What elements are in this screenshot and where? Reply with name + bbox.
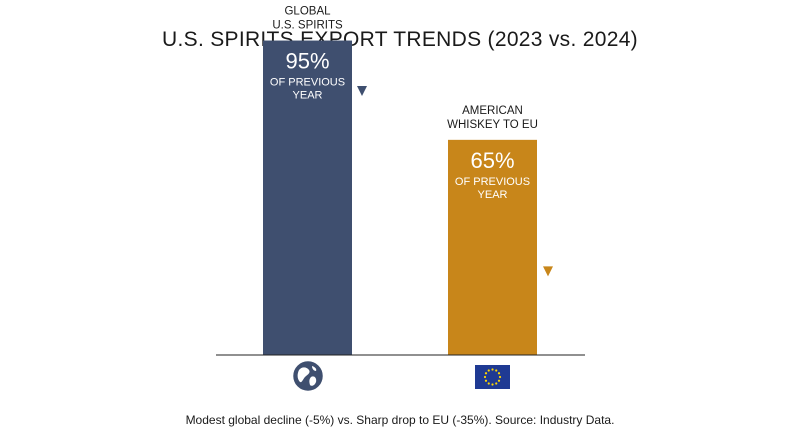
eu-star (491, 383, 494, 386)
bar-value-0: 95% (285, 49, 329, 74)
eu-star (484, 379, 488, 382)
bar-sub-0-1: YEAR (293, 90, 323, 102)
eu-flag-icon (475, 365, 510, 389)
eu-star (487, 369, 490, 372)
eu-star (497, 379, 501, 382)
bar-label-0-0: GLOBAL (284, 6, 331, 18)
eu-star (491, 368, 494, 371)
bar-label-1-0: AMERICAN (462, 105, 523, 117)
bar-sub-1-1: YEAR (478, 189, 508, 201)
decline-arrow-head-1 (543, 266, 553, 277)
eu-star (484, 372, 488, 375)
eu-star (495, 382, 498, 385)
bar-sub-0-0: OF PREVIOUS (270, 77, 345, 89)
bar-0 (263, 40, 352, 356)
bar-label-1-1: WHISKEY TO EU (447, 119, 538, 131)
eu-star (497, 372, 501, 375)
eu-star (483, 375, 487, 379)
eu-star (487, 382, 490, 385)
bar-value-1: 65% (470, 148, 514, 173)
eu-star (498, 375, 502, 379)
chart-caption: Modest global decline (-5%) vs. Sharp dr… (185, 413, 615, 427)
bar-label-0-1: U.S. SPIRITS (272, 20, 343, 32)
globe-icon (293, 361, 323, 391)
decline-arrow-head-0 (357, 86, 367, 97)
bar-sub-1-0: OF PREVIOUS (455, 176, 530, 188)
decline-arrow-0 (357, 42, 367, 97)
eu-star (495, 369, 498, 372)
decline-arrow-1 (543, 141, 553, 277)
bar-1 (448, 139, 537, 355)
